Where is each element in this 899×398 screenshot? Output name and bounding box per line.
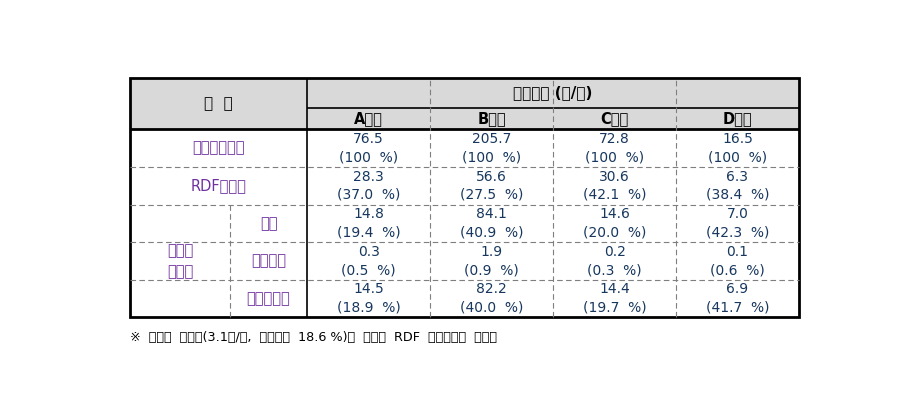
Text: ※  생산된  부속토(3.1톤/일,  투입량의  18.6 %)를  필요시  RDF  생산공정에  재투입: ※ 생산된 부속토(3.1톤/일, 투입량의 18.6 %)를 필요시 RDF …	[129, 331, 497, 344]
Text: 72.8
(100  %): 72.8 (100 %)	[585, 132, 645, 164]
Text: 재활용량: 재활용량	[251, 254, 286, 269]
Text: 205.7
(100  %): 205.7 (100 %)	[462, 132, 521, 164]
Text: 76.5
(100  %): 76.5 (100 %)	[339, 132, 398, 164]
Text: 총량: 총량	[260, 216, 277, 231]
Text: 14.5
(18.9  %): 14.5 (18.9 %)	[337, 283, 400, 315]
Text: 6.3
(38.4  %): 6.3 (38.4 %)	[706, 170, 770, 202]
Text: D시설: D시설	[723, 111, 752, 126]
Text: 28.3
(37.0  %): 28.3 (37.0 %)	[337, 170, 400, 202]
Text: A시설: A시설	[354, 111, 383, 126]
Text: B시설: B시설	[477, 111, 506, 126]
Text: 14.4
(19.7  %): 14.4 (19.7 %)	[583, 283, 646, 315]
Text: 잔재물
발생량: 잔재물 발생량	[167, 243, 193, 279]
Text: 0.3
(0.5  %): 0.3 (0.5 %)	[342, 245, 396, 277]
Text: 56.6
(27.5  %): 56.6 (27.5 %)	[460, 170, 523, 202]
Text: 30.6
(42.1  %): 30.6 (42.1 %)	[583, 170, 646, 202]
Bar	[129, 167, 798, 205]
Text: 폐기물투입량: 폐기물투입량	[192, 140, 245, 156]
Text: RDF생산량: RDF생산량	[191, 178, 246, 193]
Text: 0.1
(0.6  %): 0.1 (0.6 %)	[710, 245, 765, 277]
Bar	[129, 280, 798, 318]
Text: 84.1
(40.9  %): 84.1 (40.9 %)	[460, 207, 523, 240]
Bar	[129, 242, 798, 280]
Bar	[129, 205, 798, 242]
Text: 0.2
(0.3  %): 0.2 (0.3 %)	[587, 245, 642, 277]
Text: 14.8
(19.4  %): 14.8 (19.4 %)	[337, 207, 400, 240]
Text: 14.6
(20.0  %): 14.6 (20.0 %)	[583, 207, 646, 240]
Text: 구  분: 구 분	[204, 96, 233, 111]
Text: 7.0
(42.3  %): 7.0 (42.3 %)	[706, 207, 770, 240]
Text: 매립소각량: 매립소각량	[246, 291, 290, 306]
Text: 생산수율 (톤/일): 생산수율 (톤/일)	[513, 86, 592, 101]
Text: 16.5
(100  %): 16.5 (100 %)	[708, 132, 767, 164]
Text: 82.2
(40.0  %): 82.2 (40.0 %)	[460, 283, 523, 315]
Bar	[129, 78, 798, 107]
Text: 6.9
(41.7  %): 6.9 (41.7 %)	[706, 283, 770, 315]
Text: C시설: C시설	[601, 111, 628, 126]
Bar	[129, 107, 307, 129]
Bar	[129, 78, 798, 318]
Text: 1.9
(0.9  %): 1.9 (0.9 %)	[464, 245, 519, 277]
Bar	[307, 107, 798, 129]
Bar	[129, 129, 798, 167]
